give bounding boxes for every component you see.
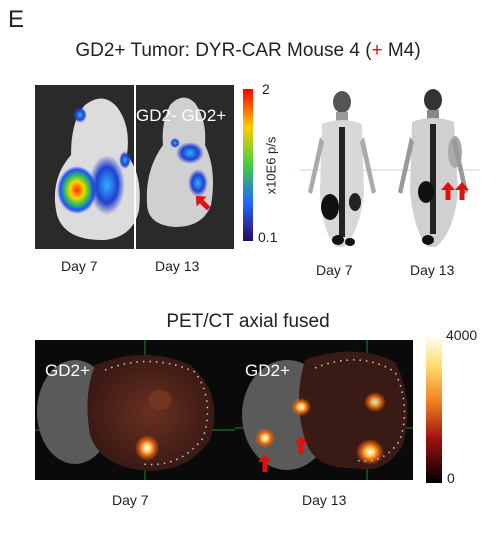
arrow-up-icon [195,195,211,211]
pet-ct-colorbar [426,335,442,483]
pet-ct-day13-tag: GD2+ [245,361,290,380]
figure-title-prefix: GD2+ Tumor: DYR-CAR Mouse 4 ( [75,40,372,61]
bli-colorbar [243,89,253,241]
pet-mip-day13-label: Day 13 [410,262,455,278]
bli-day7-label: Day 7 [61,258,98,274]
bli-colorbar-max: 2 [262,81,270,97]
figure-title-marker: + [371,40,383,61]
pet-ct-day7-label: Day 7 [112,492,149,508]
pet-mip-image [300,82,480,254]
pet-ct-colorbar-min: 0 [447,470,455,486]
bli-colorbar-min: 0.1 [258,229,278,245]
pet-ct-day7-tag: GD2+ [45,361,90,380]
panel-letter: E [8,6,25,33]
bli-day13-label: Day 13 [155,258,200,274]
bli-colorbar-unit: x10E6 p/s [263,136,279,195]
arrow-up-icon [258,454,272,472]
pet-mip-day7-label: Day 7 [316,262,353,278]
figure-title-suffix: M4) [382,40,421,61]
arrow-up-icon [455,182,469,200]
pet-ct-section-title: PET/CT axial fused [166,311,330,332]
pet-ct-day13-image: GD2+ [235,340,413,480]
arrow-up-icon [441,182,455,200]
bli-inset-label: GD2- GD2+ [136,106,226,125]
figure-title: GD2+ Tumor: DYR-CAR Mouse 4 (+ M4) [0,40,496,62]
pet-ct-colorbar-max: 4000 [446,327,478,343]
bli-image: GD2- GD2+ [35,85,234,249]
pet-ct-day7-image: GD2+ [35,340,235,480]
pet-ct-day13-label: Day 13 [302,492,347,508]
arrow-up-icon [294,436,308,454]
